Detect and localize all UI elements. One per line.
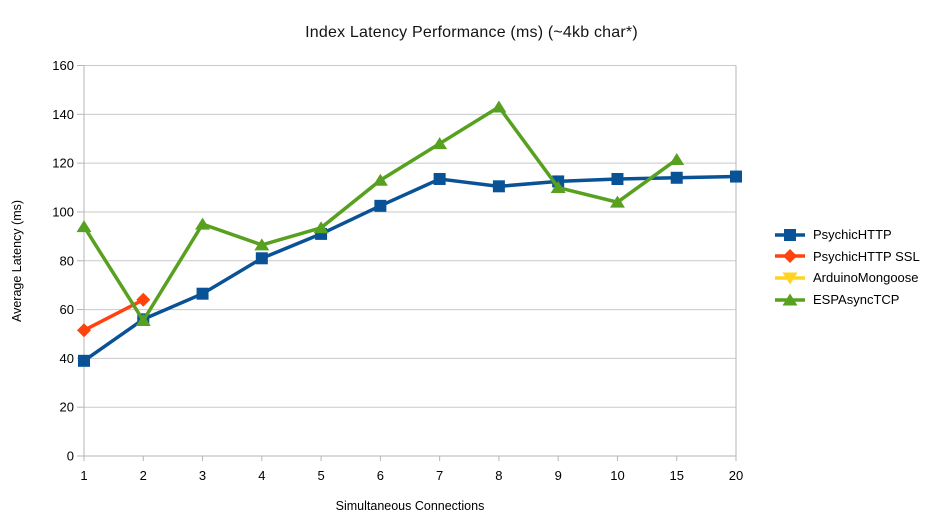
square-marker-icon [492,180,505,193]
diamond-marker-icon [783,249,797,264]
square-marker-icon [78,354,90,367]
legend-label: PsychicHTTP SSL [813,248,920,264]
series-line [82,104,678,324]
triangle-up-marker-icon [195,217,211,230]
x-tick-label: 20 [729,468,743,483]
triangle-down-marker-icon [782,272,798,285]
series-psychichttp [78,170,742,367]
chart-title: Index Latency Performance (ms) (~4kb cha… [305,24,638,41]
y-tick-label: 60 [60,302,74,317]
triangle-up-marker-icon [254,238,270,251]
y-tick-label: 120 [52,156,74,171]
legend: PsychicHTTP PsychicHTTP SSL ArduinoMongoos… [775,224,920,310]
square-marker-icon [374,199,387,212]
x-tick-label: 1 [80,468,87,483]
legend-label: ESPAsyncTCP [813,292,900,308]
diamond-marker-icon [77,323,91,338]
series-espasynctcp [76,100,685,327]
triangle-up-marker-icon [76,220,92,233]
y-tick-label: 0 [67,449,74,464]
legend-label: ArduinoMongoose [813,270,919,286]
square-marker-icon [433,172,446,185]
x-tick-label: 15 [669,468,683,483]
y-axis-title: Average Latency (ms) [10,199,24,323]
diamond-marker-icon [136,292,151,307]
triangle-up-marker-icon [313,221,329,234]
legend-label: PsychicHTTP [813,227,892,243]
y-tick-label: 140 [52,107,74,122]
y-tick-label: 100 [52,204,74,219]
square-marker-icon [670,171,683,184]
square-marker-icon [784,228,796,241]
triangle-up-marker-icon [782,293,798,306]
square-marker-icon [196,287,209,300]
x-tick-label: 8 [495,468,502,483]
triangle-up-marker-icon [372,173,388,186]
x-tick-label: 6 [377,468,384,483]
square-marker-icon [730,170,742,183]
x-tick-label: 2 [140,468,147,483]
triangle-down-legend-swatch-icon [775,272,805,285]
triangle-up-marker-icon [432,137,448,150]
triangle-up-marker-icon [135,314,151,327]
legend-item-psychichttp-ssl: PsychicHTTP SSL [775,246,920,268]
square-marker-icon [255,252,268,265]
y-tick-label: 160 [52,58,74,73]
x-tick-label: 3 [199,468,206,483]
legend-item-psychichttp: PsychicHTTP [775,224,920,246]
diamond-legend-swatch-icon [775,249,805,264]
x-tick-label: 4 [258,468,265,483]
x-tick-label: 7 [436,468,443,483]
x-tick-label: 5 [317,468,324,483]
y-tick-label: 20 [60,400,74,415]
square-legend-swatch-icon [775,228,805,241]
series-line [82,174,737,363]
triangle-up-marker-icon [491,100,507,113]
legend-item-espasynctcp: ESPAsyncTCP [775,289,920,311]
square-marker-icon [611,172,624,185]
y-tick-label: 80 [60,253,74,268]
triangle-up-marker-icon [609,195,625,208]
x-tick-label: 9 [555,468,562,483]
y-tick-label: 40 [60,351,74,366]
triangle-up-legend-swatch-icon [775,293,805,306]
legend-item-arduinomongoose: ArduinoMongoose [775,267,920,289]
x-tick-label: 10 [610,468,624,483]
x-axis-title: Simultaneous Connections [335,499,485,513]
triangle-up-marker-icon [669,152,685,165]
triangle-up-marker-icon [550,181,566,194]
